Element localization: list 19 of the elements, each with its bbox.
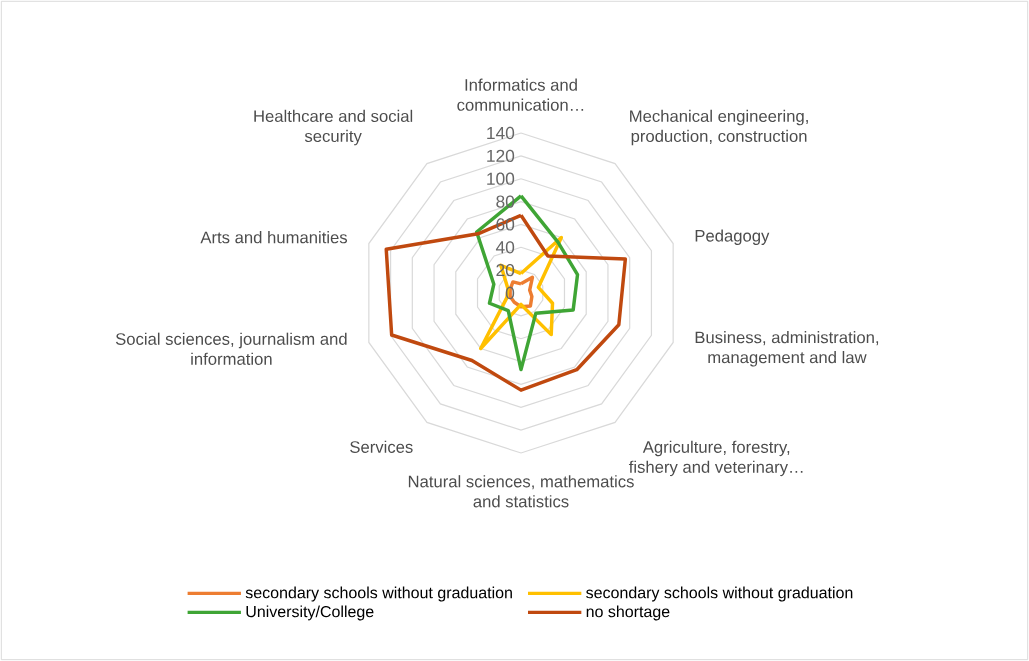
spoke-label: Natural sciences, mathematics and statistics bbox=[408, 475, 634, 508]
legend-label: secondary schools without graduation bbox=[586, 586, 853, 602]
y-tick-label: 80 bbox=[496, 195, 515, 208]
spoke-label: Mechanical engineering, production, construction bbox=[630, 109, 808, 146]
y-tick-label: 100 bbox=[487, 172, 515, 185]
y-tick-label: 40 bbox=[495, 241, 515, 254]
spoke-label: Social sciences, journalism and information bbox=[115, 332, 347, 365]
legend-label: secondary schools without graduation bbox=[245, 586, 512, 602]
spoke-label: Informatics and communication… bbox=[457, 78, 584, 111]
y-tick-label: 120 bbox=[487, 149, 515, 162]
spoke-label: Services bbox=[350, 440, 413, 453]
spoke-label: Arts and humanities bbox=[200, 231, 348, 244]
spoke-label: Healthcare and social security bbox=[254, 109, 413, 146]
spoke-label: Business, administration, management and law bbox=[695, 331, 879, 367]
y-tick-label: 140 bbox=[487, 126, 515, 140]
spoke-label: Pedagogy bbox=[695, 229, 770, 245]
legend-label: University/College bbox=[246, 605, 374, 621]
spoke-label: Agriculture, forestry, fishery and veterinary… bbox=[628, 440, 803, 477]
legend-label: no shortage bbox=[586, 605, 670, 621]
